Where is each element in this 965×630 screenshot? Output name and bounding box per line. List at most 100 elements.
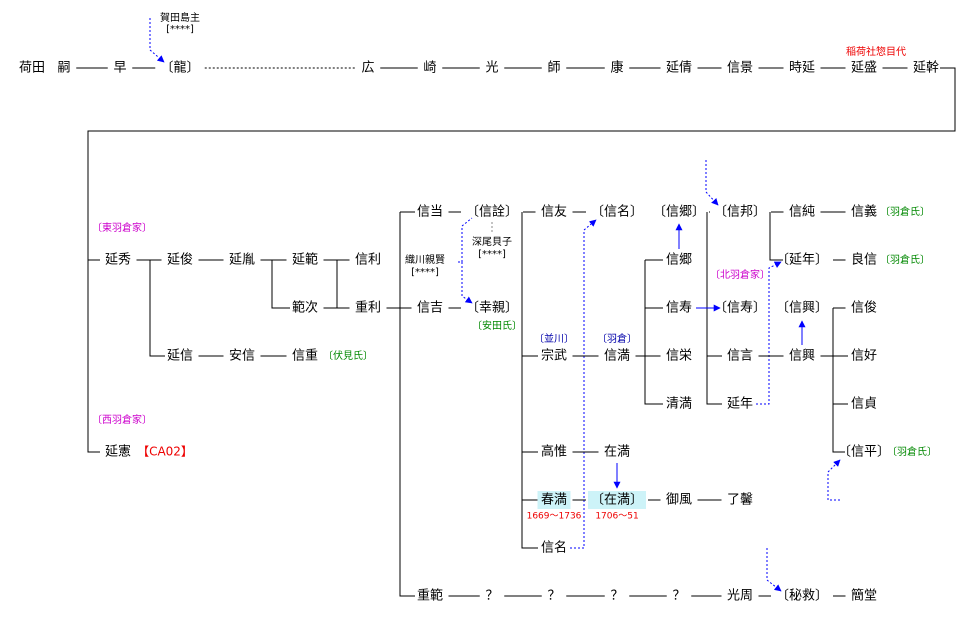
person: 延俊 bbox=[167, 253, 193, 268]
person: 〔在満〕 bbox=[591, 493, 643, 508]
annotation: [****] bbox=[166, 24, 194, 35]
connector bbox=[706, 212, 722, 405]
person: 延幹 bbox=[913, 60, 939, 76]
person: 信好 bbox=[851, 349, 877, 364]
person: 〔信邦〕 bbox=[714, 205, 766, 220]
person: 簡堂 bbox=[851, 589, 877, 604]
person: 〔延年〕 bbox=[776, 253, 828, 268]
person: ？ bbox=[672, 589, 685, 604]
person: 荷田 bbox=[19, 61, 45, 76]
person: 了馨 bbox=[727, 492, 753, 508]
person: 〔信名〕 bbox=[591, 204, 643, 220]
connector bbox=[521, 212, 538, 549]
person: 信吉 bbox=[417, 301, 443, 316]
person: 重範 bbox=[417, 588, 443, 604]
person: 延憲 bbox=[105, 444, 131, 460]
highlight bbox=[537, 491, 571, 509]
annotation: [****] bbox=[478, 249, 506, 260]
connector bbox=[832, 308, 848, 453]
person: 信友 bbox=[541, 204, 567, 220]
person: 〔龍〕 bbox=[160, 60, 199, 76]
person: 康 bbox=[610, 60, 623, 76]
person: 延秀 bbox=[105, 253, 131, 268]
arrow bbox=[756, 261, 782, 405]
person: 延範 bbox=[292, 253, 318, 268]
person: 延胤 bbox=[229, 252, 255, 268]
person: ？ bbox=[610, 589, 623, 604]
person: 信満 bbox=[604, 349, 630, 364]
connector bbox=[399, 211, 415, 597]
person: 安信 bbox=[229, 349, 255, 364]
annotation: 〔羽倉氏〕 bbox=[880, 205, 930, 218]
person: ？ bbox=[547, 589, 560, 604]
person: 信寿 bbox=[666, 301, 692, 316]
person: 信景 bbox=[727, 61, 753, 76]
connector bbox=[87, 67, 956, 453]
person: 重利 bbox=[355, 300, 381, 316]
annotation: 賀田島主 bbox=[160, 11, 200, 24]
person: 範次 bbox=[292, 300, 318, 316]
person: 信純 bbox=[789, 205, 815, 220]
annotation: 【CA02】 bbox=[137, 445, 193, 459]
lines bbox=[87, 67, 956, 597]
person: 信重 bbox=[292, 348, 318, 364]
annotation: 織川親賢 bbox=[405, 253, 445, 266]
person: 光 bbox=[485, 61, 498, 76]
annotation: 〔伏見氏〕 bbox=[323, 349, 373, 362]
arrow bbox=[766, 548, 782, 592]
person: 嗣 bbox=[57, 61, 70, 76]
person: 信言 bbox=[727, 349, 753, 364]
highlight bbox=[588, 491, 646, 509]
arrow bbox=[570, 219, 597, 549]
person: 光周 bbox=[727, 589, 753, 604]
labels: 荷田嗣 早 〔龍〕 広 崎 光 師 康 延倩 信景 時延 延盛 延幹延秀 延俊 延胤 延範 信利範次 重利 信吉 〔幸… bbox=[19, 11, 939, 604]
person: 延倩 bbox=[666, 61, 692, 76]
person: 〔信興〕 bbox=[776, 301, 828, 316]
person: 〔信郷〕 bbox=[653, 205, 705, 220]
connector bbox=[149, 260, 165, 357]
annotation: [****] bbox=[411, 267, 439, 278]
person: 〔秘救〕 bbox=[776, 588, 828, 604]
annotation: 1669～1736 bbox=[527, 512, 582, 522]
arrow bbox=[705, 160, 719, 206]
person: 信興 bbox=[789, 349, 815, 364]
person: 信俊 bbox=[851, 301, 877, 316]
solid-arrows bbox=[491, 222, 806, 489]
person: 信利 bbox=[355, 253, 381, 268]
annotation: 〔東羽倉家〕 bbox=[92, 221, 152, 234]
person: 早 bbox=[113, 61, 126, 76]
person: 在満 bbox=[604, 445, 630, 460]
adoption-arrows bbox=[149, 18, 841, 592]
person: 信義 bbox=[851, 204, 877, 220]
annotation: 〔北羽倉家〕 bbox=[710, 268, 770, 281]
person: 延盛 bbox=[851, 61, 877, 76]
person: 広 bbox=[361, 61, 374, 76]
annotation: 〔並川〕 bbox=[534, 332, 574, 345]
person: 信郷 bbox=[666, 253, 692, 268]
person: 〔信詮〕 bbox=[466, 205, 518, 220]
annotation: 1706～51 bbox=[595, 512, 638, 522]
arrow bbox=[149, 18, 165, 63]
person: 師 bbox=[547, 61, 560, 76]
person: ？ bbox=[485, 589, 498, 604]
person: 御風 bbox=[666, 493, 692, 508]
person: 延信 bbox=[167, 349, 193, 364]
arrow bbox=[827, 459, 841, 501]
connector bbox=[271, 260, 290, 309]
annotation: 〔西羽倉家〕 bbox=[92, 413, 152, 426]
person: 信貞 bbox=[851, 397, 877, 412]
person: 崎 bbox=[423, 61, 436, 76]
connector bbox=[644, 259, 663, 405]
person: 〔信平〕 bbox=[838, 445, 890, 460]
person: 〔信寿〕 bbox=[714, 301, 766, 316]
person: 春満 bbox=[541, 493, 567, 508]
person: 信名 bbox=[541, 540, 567, 556]
person: 宗武 bbox=[541, 348, 567, 364]
annotation: 〔安田氏〕 bbox=[472, 319, 522, 332]
annotation: 稲荷社惣目代 bbox=[846, 45, 906, 58]
person: 良信 bbox=[851, 252, 877, 268]
annotation: 深尾貝子 bbox=[472, 236, 512, 248]
arrow bbox=[458, 217, 472, 303]
person: 高惟 bbox=[541, 444, 567, 460]
